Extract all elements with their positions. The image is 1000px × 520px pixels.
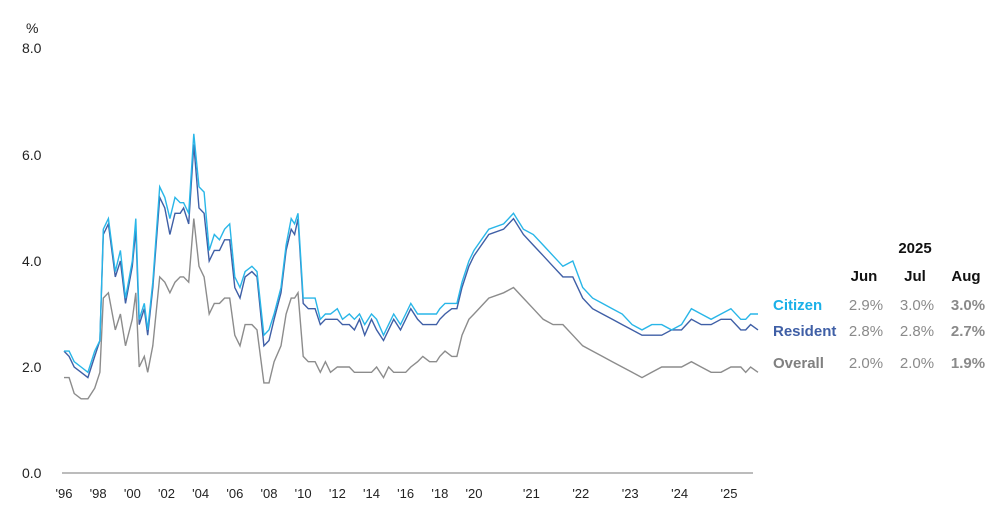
x-tick-label: '22 [572,486,590,501]
x-tick-label: '16 [397,486,415,501]
overall-line [64,218,759,400]
x-tick-label: '00 [123,486,141,501]
y-tick-4: 4.0 [22,253,42,269]
x-tick-label: '10 [294,486,312,501]
legend-overall: Overall [773,355,824,372]
month-jul: Jul [904,268,926,285]
citizen-jun: 2.9% [848,297,884,314]
resident-line [63,144,759,379]
resident-aug: 2.7% [950,323,986,340]
x-tick-label: '20 [465,486,483,501]
month-aug: Aug [951,268,981,285]
x-tick-label: '98 [89,486,107,501]
overall-jul: 2.0% [899,355,935,372]
x-tick-label: '08 [260,486,278,501]
y-tick-2: 2.0 [22,359,42,375]
legend-citizen: Citizen [773,297,823,314]
x-tick-label: '96 [55,486,73,501]
x-tick-label: '06 [226,486,244,501]
overall-jun: 2.0% [848,355,884,372]
citizen-jul: 3.0% [899,297,935,314]
y-tick-6: 6.0 [22,147,42,163]
x-tick-label: '21 [522,486,540,501]
x-tick-label: '04 [192,486,210,501]
resident-jun: 2.8% [848,323,884,340]
x-tick-label: '12 [328,486,346,501]
table-year: 2025 [898,240,932,257]
x-tick-label: '25 [720,486,738,501]
month-jun: Jun [850,268,878,285]
y-tick-0: 0.0 [22,465,42,481]
overall-aug: 1.9% [950,355,986,372]
x-tick-label: '14 [363,486,380,501]
y-axis-unit: % [26,20,39,36]
x-tick-label: '23 [621,486,639,501]
legend-resident: Resident [773,323,837,340]
resident-jul: 2.8% [899,323,935,340]
citizen-line [64,133,758,374]
x-tick-label: '02 [158,486,175,501]
citizen-aug: 3.0% [950,297,986,314]
y-tick-8: 8.0 [22,40,42,56]
x-tick-label: '18 [431,486,449,501]
x-tick-label: '24 [671,486,689,501]
